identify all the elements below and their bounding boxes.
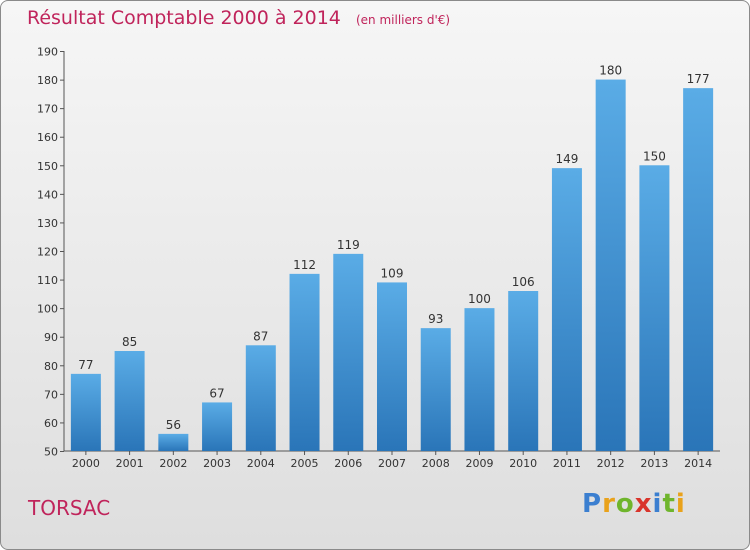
data-label-2007: 109: [381, 266, 404, 280]
logo-letter: i: [652, 489, 663, 519]
bar-2001: [114, 351, 145, 451]
x-tick-label-2005: 2005: [291, 457, 319, 470]
bar-2014: [683, 88, 714, 452]
data-label-2014: 177: [687, 72, 710, 86]
data-label-2013: 150: [643, 149, 666, 163]
x-tick-label-2012: 2012: [597, 457, 625, 470]
logo-letter: P: [582, 489, 603, 519]
proxiti-logo[interactable]: Proxiti: [582, 489, 686, 519]
x-tick-label-2002: 2002: [159, 457, 187, 470]
data-label-2009: 100: [468, 292, 491, 306]
data-label-2011: 149: [555, 152, 578, 166]
bar-2012: [595, 79, 626, 452]
x-tick-label-2010: 2010: [509, 457, 537, 470]
chart-title: Résultat Comptable 2000 à 2014 (en milli…: [27, 7, 450, 29]
x-tick-label-2006: 2006: [334, 457, 362, 470]
y-tick-label-60: 60: [44, 417, 58, 430]
y-tick-label-160: 160: [37, 131, 58, 144]
bar-2009: [464, 308, 495, 451]
bar-2006: [333, 253, 364, 451]
y-tick-label-140: 140: [37, 188, 58, 201]
data-label-2005: 112: [293, 258, 316, 272]
data-label-2010: 106: [512, 275, 535, 289]
x-tick-label-2013: 2013: [640, 457, 668, 470]
place-name: TORSAC: [28, 496, 111, 520]
logo-letter: o: [615, 489, 635, 519]
logo-letter: x: [634, 489, 653, 519]
data-label-2002: 56: [166, 418, 181, 432]
x-tick-label-2007: 2007: [378, 457, 406, 470]
data-label-2006: 119: [337, 238, 360, 252]
y-tick-label-130: 130: [37, 217, 58, 230]
x-tick-label-2008: 2008: [422, 457, 450, 470]
bar-2005: [289, 273, 320, 451]
bar-2010: [508, 291, 539, 451]
data-label-2008: 93: [428, 312, 443, 326]
data-label-2001: 85: [122, 335, 137, 349]
x-tick-label-2009: 2009: [465, 457, 493, 470]
y-tick-label-50: 50: [44, 446, 58, 459]
y-tick-label-170: 170: [37, 103, 58, 116]
y-tick-label-180: 180: [37, 74, 58, 87]
x-tick-label-2001: 2001: [116, 457, 144, 470]
y-tick-label-80: 80: [44, 360, 58, 373]
x-tick-label-2003: 2003: [203, 457, 231, 470]
y-tick-label-120: 120: [37, 246, 58, 259]
y-tick-label-110: 110: [37, 274, 58, 287]
y-tick-label-70: 70: [44, 388, 58, 401]
y-tick-label-150: 150: [37, 160, 58, 173]
logo-letter: r: [602, 489, 616, 519]
y-tick-label-90: 90: [44, 331, 58, 344]
y-tick-label-190: 190: [37, 46, 58, 59]
bar-2007: [377, 282, 407, 451]
bar-2000: [70, 373, 101, 451]
x-tick-label-2014: 2014: [684, 457, 712, 470]
bar-2013: [639, 165, 670, 452]
bar-2002: [158, 433, 189, 451]
unit-text: (en milliers d'€): [355, 13, 451, 27]
bar-2003: [202, 402, 233, 451]
bar-2011: [551, 168, 582, 451]
data-label-2003: 67: [209, 386, 224, 400]
x-tick-label-2011: 2011: [553, 457, 581, 470]
logo-letter: i: [675, 489, 686, 519]
bar-2004: [245, 345, 276, 451]
data-label-2004: 87: [253, 329, 268, 343]
x-tick-label-2004: 2004: [247, 457, 275, 470]
x-tick-label-2000: 2000: [72, 457, 100, 470]
title-text: Résultat Comptable 2000 à 2014: [27, 7, 341, 29]
logo-letter: t: [662, 489, 676, 519]
data-label-2000: 77: [78, 358, 93, 372]
y-tick-label-100: 100: [37, 303, 58, 316]
bar-2008: [420, 328, 451, 451]
data-label-2012: 180: [599, 64, 622, 78]
